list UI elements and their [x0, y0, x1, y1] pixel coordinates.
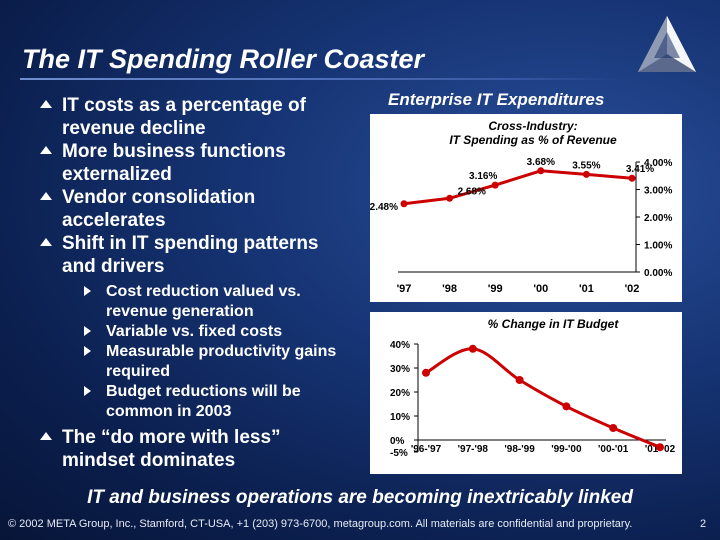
chart-section-title: Enterprise IT Expenditures [388, 90, 605, 109]
bullet-text: Vendor consolidation accelerates [62, 187, 256, 231]
triangle-bullet-icon [40, 238, 52, 246]
data-point [609, 424, 618, 432]
x-tick-label: '00 [533, 283, 548, 295]
data-label: 3.41% [626, 164, 654, 175]
bullet-list: IT costs as a percentage of revenue decl… [40, 94, 340, 472]
triangle-bullet-icon [40, 100, 52, 108]
y-tick-label: 3.00% [644, 186, 672, 197]
chart-panel-budget: % Change in IT Budget -5% 0% 10% 20% 30% 40% '9… [370, 312, 682, 474]
y-tick-label: 10% [390, 412, 410, 423]
y-tick-label: 0.00% [644, 268, 672, 279]
sub-bullet-text: Variable vs. fixed costs [106, 323, 283, 340]
y-tick-label: 1.00% [644, 241, 672, 252]
arrow-bullet-icon [84, 286, 91, 296]
data-point [628, 174, 636, 182]
y-tick-label: 0% [390, 436, 405, 447]
arrow-bullet-icon [84, 386, 91, 396]
arrow-bullet-icon [84, 326, 91, 336]
bullet-item: Vendor consolidation accelerates [40, 186, 340, 232]
data-label: 3.55% [572, 160, 600, 171]
bullet-text: Shift in IT spending patterns and driver… [62, 233, 319, 277]
x-tick-label: '02 [625, 283, 640, 295]
data-point [491, 181, 499, 189]
series-line [403, 169, 633, 206]
triangle-bullet-icon [40, 146, 52, 154]
copyright-footer: © 2002 META Group, Inc., Stamford, CT-US… [8, 518, 633, 530]
y-tick-label: 20% [390, 388, 410, 399]
data-point [537, 167, 545, 175]
x-tick-label: '99 [488, 283, 503, 295]
x-tick-label: '97-'98 [458, 444, 489, 455]
x-tick-label: '97 [397, 283, 412, 295]
bullet-item: More business functions externalized [40, 140, 340, 186]
data-point [656, 443, 664, 452]
sub-bullet-text: Budget reductions will be common in 2003 [106, 383, 301, 420]
x-tick-label: '00-'01 [598, 444, 629, 455]
x-tick-label: '98 [442, 283, 457, 295]
y-tick-label: 2.00% [644, 213, 672, 224]
sub-bullet-item: Measurable productivity gains required [82, 342, 340, 382]
tagline: IT and business operations are becoming … [87, 487, 633, 508]
bullet-item: Shift in IT spending patterns and driver… [40, 232, 340, 278]
meta-group-logo-icon [638, 16, 696, 72]
data-point [422, 368, 430, 377]
x-tick-label: '96-'97 [411, 444, 442, 455]
arrow-bullet-icon [84, 346, 91, 356]
chart-title: % Change in IT Budget [488, 317, 620, 331]
data-point [446, 194, 454, 202]
data-label: 2.68% [458, 186, 486, 197]
title-underline [20, 78, 620, 80]
data-label: 2.48% [370, 202, 398, 213]
chart-panel-spending: Cross-Industry: IT Spending as % of Reven… [370, 114, 682, 302]
x-tick-label: '98-'99 [504, 444, 535, 455]
page-number: 2 [700, 518, 707, 530]
data-point [400, 200, 408, 208]
y-tick-label: 4.00% [644, 158, 672, 169]
bullet-item: IT costs as a percentage of revenue decl… [40, 94, 340, 140]
data-label: 3.16% [469, 171, 497, 182]
triangle-bullet-icon [40, 432, 52, 440]
y-tick-label: -5% [390, 448, 408, 459]
sub-bullet-item: Variable vs. fixed costs [82, 322, 340, 342]
data-point [515, 376, 524, 384]
sub-bullet-text: Cost reduction valued vs. revenue genera… [106, 283, 301, 320]
bullet-item: The “do more with less” mindset dominate… [40, 426, 340, 472]
sub-bullet-item: Budget reductions will be common in 2003 [82, 382, 340, 422]
sub-bullet-item: Cost reduction valued vs. revenue genera… [82, 282, 340, 322]
bullet-text: IT costs as a percentage of revenue decl… [62, 95, 306, 139]
chart-subtitle: IT Spending as % of Revenue [449, 133, 617, 147]
chart-budget-change: % Change in IT Budget -5%0% 10% 20% 30% 40% '9… [390, 317, 676, 459]
y-tick-label: 40% [390, 340, 410, 351]
bullet-text: More business functions externalized [62, 141, 286, 185]
data-point [468, 344, 477, 353]
sub-bullet-text: Measurable productivity gains required [106, 343, 337, 380]
slide-title: The IT Spending Roller Coaster [22, 44, 425, 74]
y-tick-label: 30% [390, 364, 410, 375]
chart-spending-percent: Cross-Industry:IT Spending as % of Reven… [370, 119, 672, 295]
x-tick-label: '99-'00 [551, 444, 582, 455]
series-line [425, 347, 661, 449]
bullet-text: The “do more with less” mindset dominate… [62, 427, 281, 471]
x-tick-label: '01 [579, 283, 594, 295]
data-point [582, 170, 590, 178]
data-label: 3.68% [527, 157, 555, 168]
chart-title: Cross-Industry: [488, 119, 577, 133]
data-point [562, 402, 571, 411]
triangle-bullet-icon [40, 192, 52, 200]
